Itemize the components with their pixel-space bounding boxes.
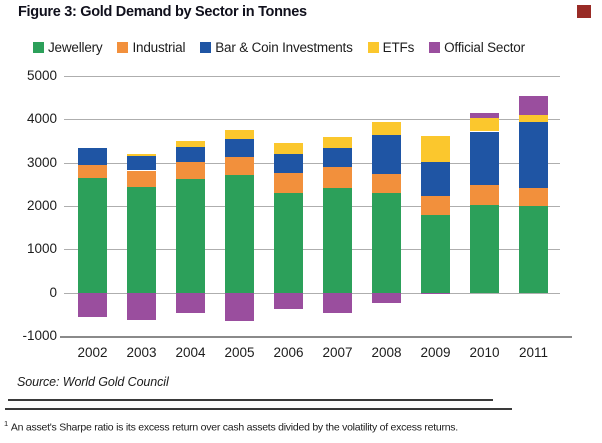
legend-swatch-official-sector — [429, 42, 441, 53]
bar-segment-etfs-2009 — [421, 135, 450, 162]
legend-label-bar-coin-investments: Bar & Coin Investments — [215, 40, 353, 55]
bar-segment-bar-coin-investments-2003 — [127, 155, 156, 171]
bar-segment-industrial-2004 — [176, 162, 205, 180]
divider-line-top — [8, 399, 493, 401]
legend-item-bar-coin-investments: Bar & Coin Investments — [200, 40, 353, 55]
bar-segment-bar-coin-investments-2002 — [78, 147, 107, 165]
y-tick-label-2000: 2000 — [26, 198, 57, 214]
bar-segment-industrial-2008 — [372, 173, 401, 194]
bar-segment-bar-coin-investments-2006 — [274, 154, 303, 174]
bar-segment-bar-coin-investments-2010 — [470, 131, 499, 185]
bar-segment-official-sector-2005 — [225, 292, 254, 322]
gridline-5000 — [64, 76, 560, 78]
legend-swatch-etfs — [367, 42, 379, 53]
bar-segment-official-sector-2006 — [274, 292, 303, 309]
bar-segment-industrial-2006 — [274, 173, 303, 194]
x-tick-label-2003: 2003 — [126, 345, 157, 360]
bar-segment-industrial-2007 — [323, 167, 352, 188]
legend-swatch-bar-coin-investments — [200, 42, 212, 53]
legend-swatch-jewellery — [33, 42, 44, 53]
bar-segment-bar-coin-investments-2007 — [323, 147, 352, 168]
bar-segment-etfs-2011 — [519, 115, 548, 123]
corner-marker — [577, 5, 591, 18]
y-tick-label-3000: 3000 — [26, 154, 57, 170]
bar-segment-industrial-2009 — [421, 196, 450, 215]
bar-segment-official-sector-2008 — [372, 292, 401, 303]
bar-segment-jewellery-2011 — [519, 206, 548, 293]
bar-segment-etfs-2004 — [176, 140, 205, 147]
bar-segment-bar-coin-investments-2011 — [519, 122, 548, 188]
bar-segment-bar-coin-investments-2009 — [421, 161, 450, 197]
figure-title: Figure 3: Gold Demand by Sector in Tonne… — [18, 4, 307, 20]
bar-segment-industrial-2011 — [519, 187, 548, 207]
bar-segment-etfs-2008 — [372, 121, 401, 135]
bar-segment-etfs-2007 — [323, 136, 352, 148]
x-tick-label-2002: 2002 — [77, 345, 108, 360]
legend-item-industrial: Industrial — [117, 40, 185, 55]
legend-swatch-industrial — [117, 42, 129, 53]
gridline-2000 — [64, 206, 560, 208]
chart-legend: Jewellery Industrial Bar & Coin Investment… — [33, 40, 525, 55]
bar-segment-official-sector-2009 — [421, 292, 450, 294]
y-tick-label-5000: 5000 — [26, 68, 57, 84]
bar-segment-industrial-2010 — [470, 184, 499, 206]
footnote: 1 An asset's Sharpe ratio is its excess r… — [4, 419, 564, 434]
x-tick-label-2010: 2010 — [469, 345, 500, 360]
bar-segment-jewellery-2009 — [421, 214, 450, 293]
bar-segment-jewellery-2010 — [470, 205, 499, 293]
x-tick-label-2008: 2008 — [371, 345, 402, 360]
bar-segment-etfs-2006 — [274, 143, 303, 155]
bar-segment-bar-coin-investments-2005 — [225, 138, 254, 157]
bar-segment-official-sector-2011 — [519, 95, 548, 116]
gridline-0 — [64, 292, 560, 294]
y-tick-label-1000: 1000 — [26, 241, 57, 257]
y-tick-label-4000: 4000 — [26, 111, 57, 127]
x-tick-label-2005: 2005 — [224, 345, 255, 360]
gridline-1000 — [64, 249, 560, 251]
bar-segment-jewellery-2002 — [78, 177, 107, 293]
footnote-superscript: 1 — [4, 419, 8, 428]
bar-segment-jewellery-2004 — [176, 179, 205, 293]
bar-segment-jewellery-2003 — [127, 186, 156, 293]
legend-label-official-sector: Official Sector — [444, 40, 525, 55]
legend-item-official-sector: Official Sector — [429, 40, 525, 55]
bar-segment-jewellery-2006 — [274, 193, 303, 293]
bar-segment-jewellery-2008 — [372, 193, 401, 293]
gridline-4000 — [64, 119, 560, 121]
x-tick-label-2006: 2006 — [273, 345, 304, 360]
x-axis-line — [60, 335, 572, 338]
bar-segment-bar-coin-investments-2004 — [176, 146, 205, 163]
legend-label-etfs: ETFs — [382, 40, 415, 55]
bar-segment-official-sector-2003 — [127, 292, 156, 320]
gridline-3000 — [64, 162, 560, 164]
bar-segment-etfs-2005 — [225, 129, 254, 139]
bar-segment-industrial-2002 — [78, 164, 107, 178]
bar-segment-official-sector-2007 — [323, 292, 352, 314]
bar-segment-jewellery-2005 — [225, 175, 254, 293]
bar-segment-industrial-2003 — [127, 170, 156, 187]
bar-segment-official-sector-2004 — [176, 292, 205, 314]
bar-segment-jewellery-2007 — [323, 187, 352, 293]
y-tick-label-0: 0 — [49, 284, 57, 300]
legend-label-industrial: Industrial — [132, 40, 186, 55]
source-note: Source: World Gold Council — [17, 375, 169, 389]
legend-item-etfs: ETFs — [367, 40, 415, 55]
bar-segment-official-sector-2002 — [78, 292, 107, 317]
bar-segment-etfs-2003 — [127, 154, 156, 156]
x-tick-label-2009: 2009 — [420, 345, 451, 360]
divider-line-bottom — [5, 408, 512, 410]
bar-segment-industrial-2005 — [225, 156, 254, 176]
legend-label-jewellery: Jewellery — [48, 40, 103, 55]
x-tick-label-2011: 2011 — [518, 345, 549, 360]
x-tick-label-2004: 2004 — [175, 345, 206, 360]
bar-segment-bar-coin-investments-2008 — [372, 134, 401, 174]
y-tick-label--1000: -1000 — [22, 328, 57, 344]
footnote-text: An asset's Sharpe ratio is its excess re… — [10, 421, 458, 434]
bar-segment-official-sector-2010 — [470, 113, 499, 118]
x-tick-label-2007: 2007 — [322, 345, 353, 360]
legend-item-jewellery: Jewellery — [33, 40, 103, 55]
bar-segment-etfs-2010 — [470, 117, 499, 132]
